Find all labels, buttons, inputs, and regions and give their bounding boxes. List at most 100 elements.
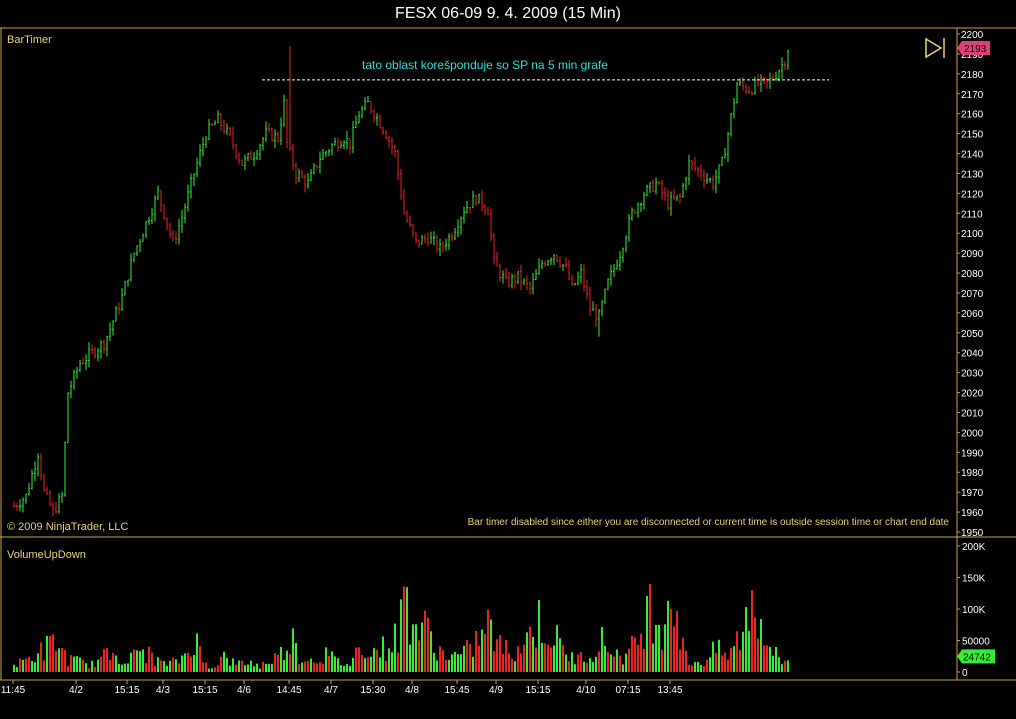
volume-bar: [706, 659, 708, 672]
price-bar: [721, 156, 723, 166]
price-bar: [457, 219, 459, 238]
volume-bar: [631, 635, 633, 672]
price-bar: [337, 137, 339, 152]
volume-bar: [778, 657, 780, 672]
price-panel[interactable]: 1950 1960 1970 1980 1990 2000 2010 2020 2030 2040…: [0, 27, 1016, 539]
price-bar: [691, 159, 693, 171]
price-bar: [562, 264, 564, 271]
volume-bar: [25, 658, 27, 672]
volume-bar: [292, 628, 294, 672]
volume-bar: [214, 667, 216, 672]
time-axis-ticks: 11:45 4/2 15:15 4/3 15:15 4/6 14:45 4/7 15:30 4/8…: [1, 680, 683, 696]
volume-bar: [52, 634, 54, 672]
price-bar: [553, 254, 555, 266]
play-end-icon[interactable]: [925, 37, 945, 59]
price-bar: [517, 271, 519, 285]
price-bar: [112, 320, 114, 336]
price-bar: [742, 76, 744, 91]
volume-bar: [238, 660, 240, 672]
price-bar: [235, 143, 237, 160]
price-bar: [190, 173, 192, 199]
price-bar: [607, 278, 609, 291]
price-bar: [214, 120, 216, 126]
volume-bar: [466, 640, 468, 672]
price-bar: [706, 173, 708, 185]
volume-bar: [373, 648, 375, 672]
price-bar: [358, 111, 360, 124]
price-bar: [202, 137, 204, 157]
volume-bar: [16, 667, 18, 672]
volume-bar: [529, 626, 531, 672]
price-bar: [154, 195, 156, 222]
volume-bar: [520, 653, 522, 672]
price-tick-label: 2150: [961, 130, 984, 141]
price-bar: [715, 169, 717, 194]
volume-bar: [559, 638, 561, 672]
price-tick-label: 2090: [961, 249, 984, 260]
price-bar: [751, 90, 753, 96]
price-bar: [550, 257, 552, 266]
volume-bar: [109, 659, 111, 672]
price-bar: [382, 126, 384, 136]
price-bar: [421, 234, 423, 245]
volume-bar: [103, 648, 105, 672]
price-tick-label: 2100: [961, 229, 984, 240]
price-bar: [97, 348, 99, 362]
price-bar: [28, 483, 30, 496]
volume-bar: [691, 665, 693, 672]
volume-bar: [295, 642, 297, 672]
time-tick-label: 15:15: [525, 685, 550, 696]
volume-bar: [481, 629, 483, 672]
time-tick-label: 15:15: [192, 685, 217, 696]
price-tick-label: 1960: [961, 508, 984, 519]
price-tick-label: 2060: [961, 309, 984, 320]
price-bar: [88, 342, 90, 368]
price-bar: [472, 190, 474, 209]
price-bar: [427, 232, 429, 247]
volume-bar: [223, 651, 225, 672]
price-bar: [535, 269, 537, 281]
price-bar: [367, 95, 369, 103]
price-bar: [289, 45, 291, 151]
price-bar: [571, 274, 573, 287]
price-bar: [145, 221, 147, 239]
volume-bar: [328, 655, 330, 672]
price-bar: [340, 140, 342, 149]
price-bar: [541, 259, 543, 270]
price-bar: [166, 217, 168, 231]
volumeupdown-label: VolumeUpDown: [7, 549, 86, 561]
price-bar: [301, 169, 303, 178]
price-bar: [748, 86, 750, 94]
price-bar: [652, 179, 654, 192]
price-tick-label: 1990: [961, 448, 984, 459]
volume-bar: [595, 656, 597, 672]
volume-tick-label: 100K: [962, 605, 986, 616]
volume-bar: [715, 652, 717, 672]
volume-bar: [232, 658, 234, 672]
volume-bar: [604, 645, 606, 672]
volume-bar: [277, 654, 279, 672]
price-bar: [316, 165, 318, 170]
volume-bar: [652, 643, 654, 672]
price-bar: [403, 189, 405, 215]
volume-bar: [388, 648, 390, 672]
price-bar: [736, 81, 738, 104]
bartimer-label: BarTimer: [7, 34, 52, 46]
price-bar: [370, 100, 372, 115]
volume-bar: [448, 659, 450, 672]
volume-bar: [97, 659, 99, 672]
volume-bar: [502, 653, 504, 672]
volume-panel[interactable]: 0 50000 100K 150K 200K VolumeUpDown 24742: [0, 537, 1016, 681]
price-bar: [475, 194, 477, 206]
price-bar: [31, 469, 33, 490]
volume-bar: [259, 668, 261, 672]
volume-bar: [733, 646, 735, 672]
volume-bar: [400, 599, 402, 672]
volume-bar: [787, 660, 789, 672]
price-bar: [64, 441, 66, 497]
price-bar: [184, 203, 186, 224]
volume-bar: [430, 631, 432, 672]
volume-bar: [133, 649, 135, 672]
price-tick-label: 1970: [961, 488, 984, 499]
